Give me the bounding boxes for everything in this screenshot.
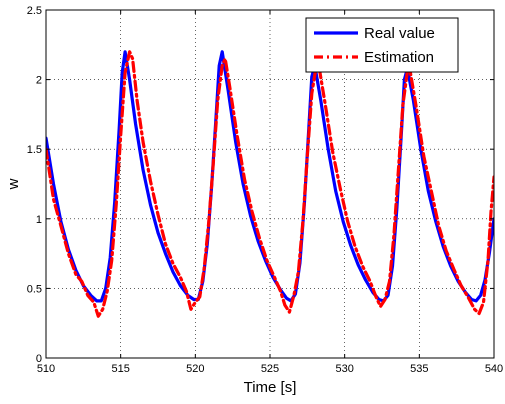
y-tick-label: 1.5 xyxy=(27,144,42,156)
legend-label-real-value: Real value xyxy=(364,25,435,42)
y-tick-label: 2.5 xyxy=(27,5,42,17)
y-tick-label: 1 xyxy=(36,214,42,226)
legend: Real value Estimation xyxy=(305,17,459,73)
x-tick-label: 510 xyxy=(37,363,55,375)
x-axis-label: Time [s] xyxy=(244,379,297,396)
legend-label-estimation: Estimation xyxy=(364,49,434,66)
y-tick-label: 2 xyxy=(36,75,42,87)
y-axis-label: w xyxy=(5,178,22,190)
x-tick-label: 530 xyxy=(335,363,353,375)
axis-ticks: 510 515 520 525 530 535 540 0 0.5 1 1.5 2 2.5 xyxy=(27,5,503,375)
x-tick-label: 540 xyxy=(485,363,503,375)
legend-box xyxy=(305,17,459,73)
x-tick-label: 515 xyxy=(111,363,129,375)
x-tick-label: 535 xyxy=(410,363,428,375)
series-layer xyxy=(46,50,494,318)
y-tick-label: 0 xyxy=(36,353,42,365)
x-tick-label: 520 xyxy=(186,363,204,375)
y-tick-label: 0.5 xyxy=(27,283,42,295)
x-tick-label: 525 xyxy=(261,363,279,375)
series-estimation-line xyxy=(46,50,494,318)
grid xyxy=(46,10,494,358)
